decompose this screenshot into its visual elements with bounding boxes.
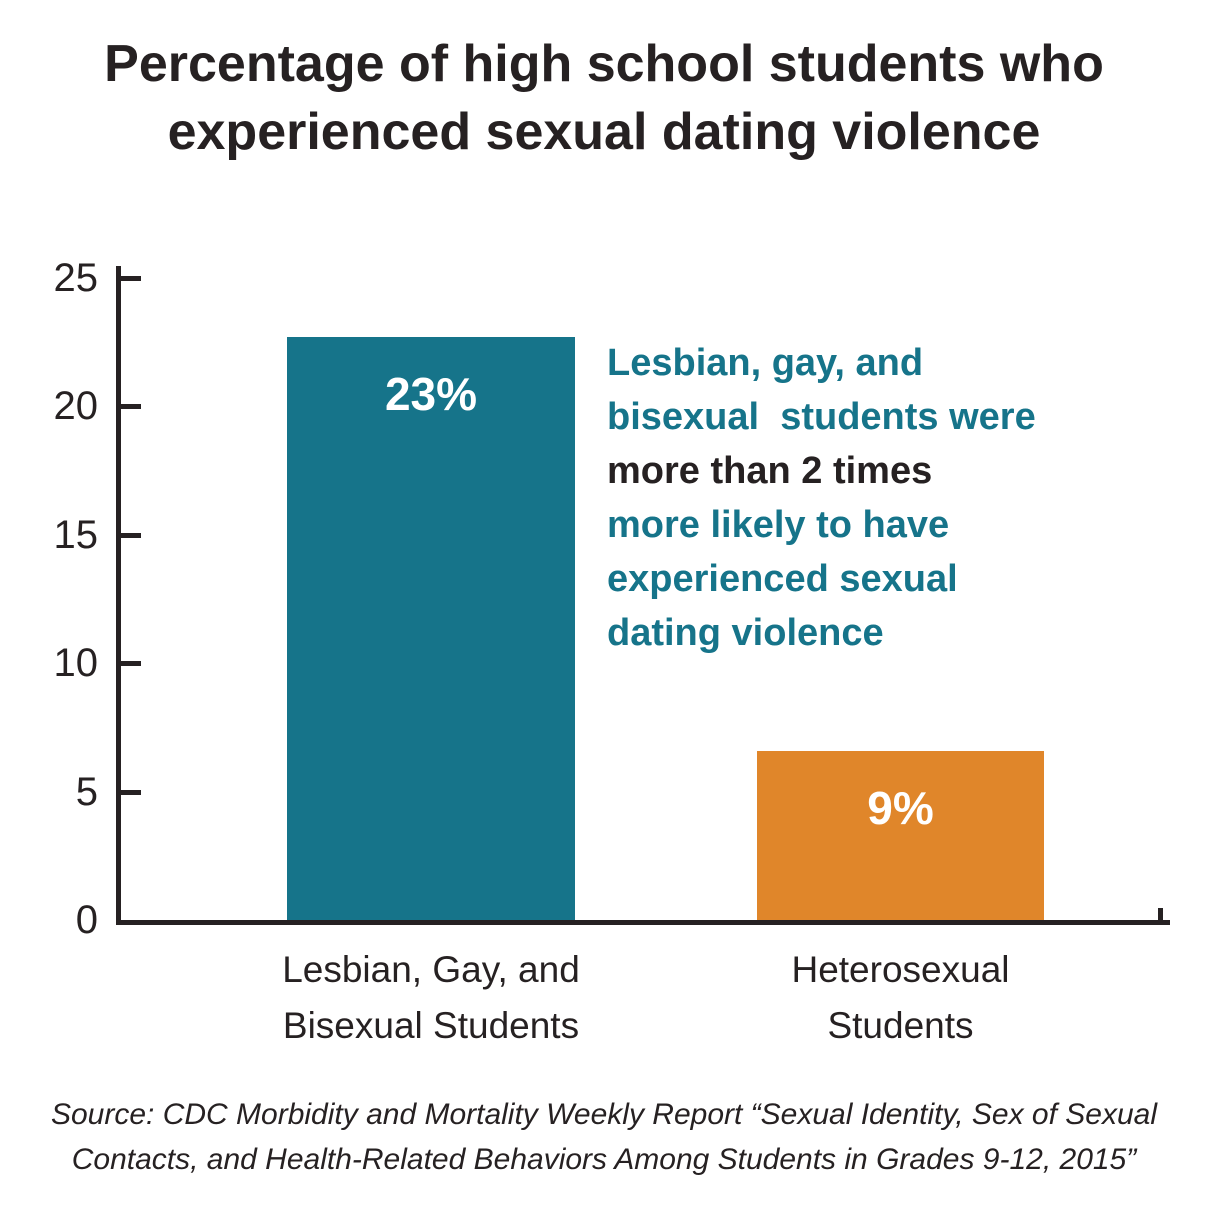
x-axis-line <box>116 920 1170 925</box>
y-tick-label: 0 <box>75 898 98 942</box>
y-tick-mark <box>121 276 141 281</box>
y-tick-label: 20 <box>53 384 99 429</box>
bar-value-label: 9% <box>867 781 934 834</box>
x-category-label-line: Bisexual Students <box>282 1005 580 1046</box>
annotation-line: more likely to have <box>607 504 950 546</box>
y-tick-label: 10 <box>53 641 99 686</box>
annotation: Lesbian, gay, and bisexual students were m… <box>607 336 1127 660</box>
chart-title: Percentage of high school students who e… <box>0 30 1208 166</box>
annotation-line: Lesbian, gay, and <box>607 342 924 384</box>
y-tick-mark <box>121 789 141 795</box>
y-tick-mark <box>121 661 141 667</box>
source-line-2: Contacts, and Health-Related Behaviors A… <box>71 1143 1137 1176</box>
annotation-line: dating violence <box>607 612 884 654</box>
x-category-label: Lesbian, Gay, and Bisexual Students <box>171 942 691 1054</box>
x-category-label-line: Lesbian, Gay, and <box>282 949 580 990</box>
y-tick-mark <box>121 404 141 410</box>
annotation-line: bisexual students were <box>607 396 1036 438</box>
y-tick-mark <box>121 532 141 538</box>
chart-title-line-2: experienced sexual dating violence <box>167 103 1041 161</box>
x-category-label-line: Students <box>827 1005 974 1046</box>
x-category-label: Heterosexual Students <box>641 942 1161 1054</box>
y-tick-label: 15 <box>53 512 99 557</box>
bar: 9% <box>757 750 1044 920</box>
annotation-line: experienced sexual <box>607 558 958 600</box>
bar: 23% <box>287 337 575 920</box>
y-axis-line <box>116 266 121 925</box>
source-line-1: Source: CDC Morbidity and Mortality Week… <box>50 1098 1157 1131</box>
chart-title-line-1: Percentage of high school students who <box>104 35 1104 93</box>
annotation-line: more than 2 times <box>607 450 933 492</box>
y-tick-label: 25 <box>53 256 99 300</box>
y-tick-label: 5 <box>75 769 98 814</box>
bar-value-label: 23% <box>384 368 478 421</box>
x-category-label-line: Heterosexual <box>791 949 1010 990</box>
source-citation: Source: CDC Morbidity and Mortality Week… <box>0 1092 1208 1182</box>
x-axis-end-tick <box>1158 908 1163 920</box>
